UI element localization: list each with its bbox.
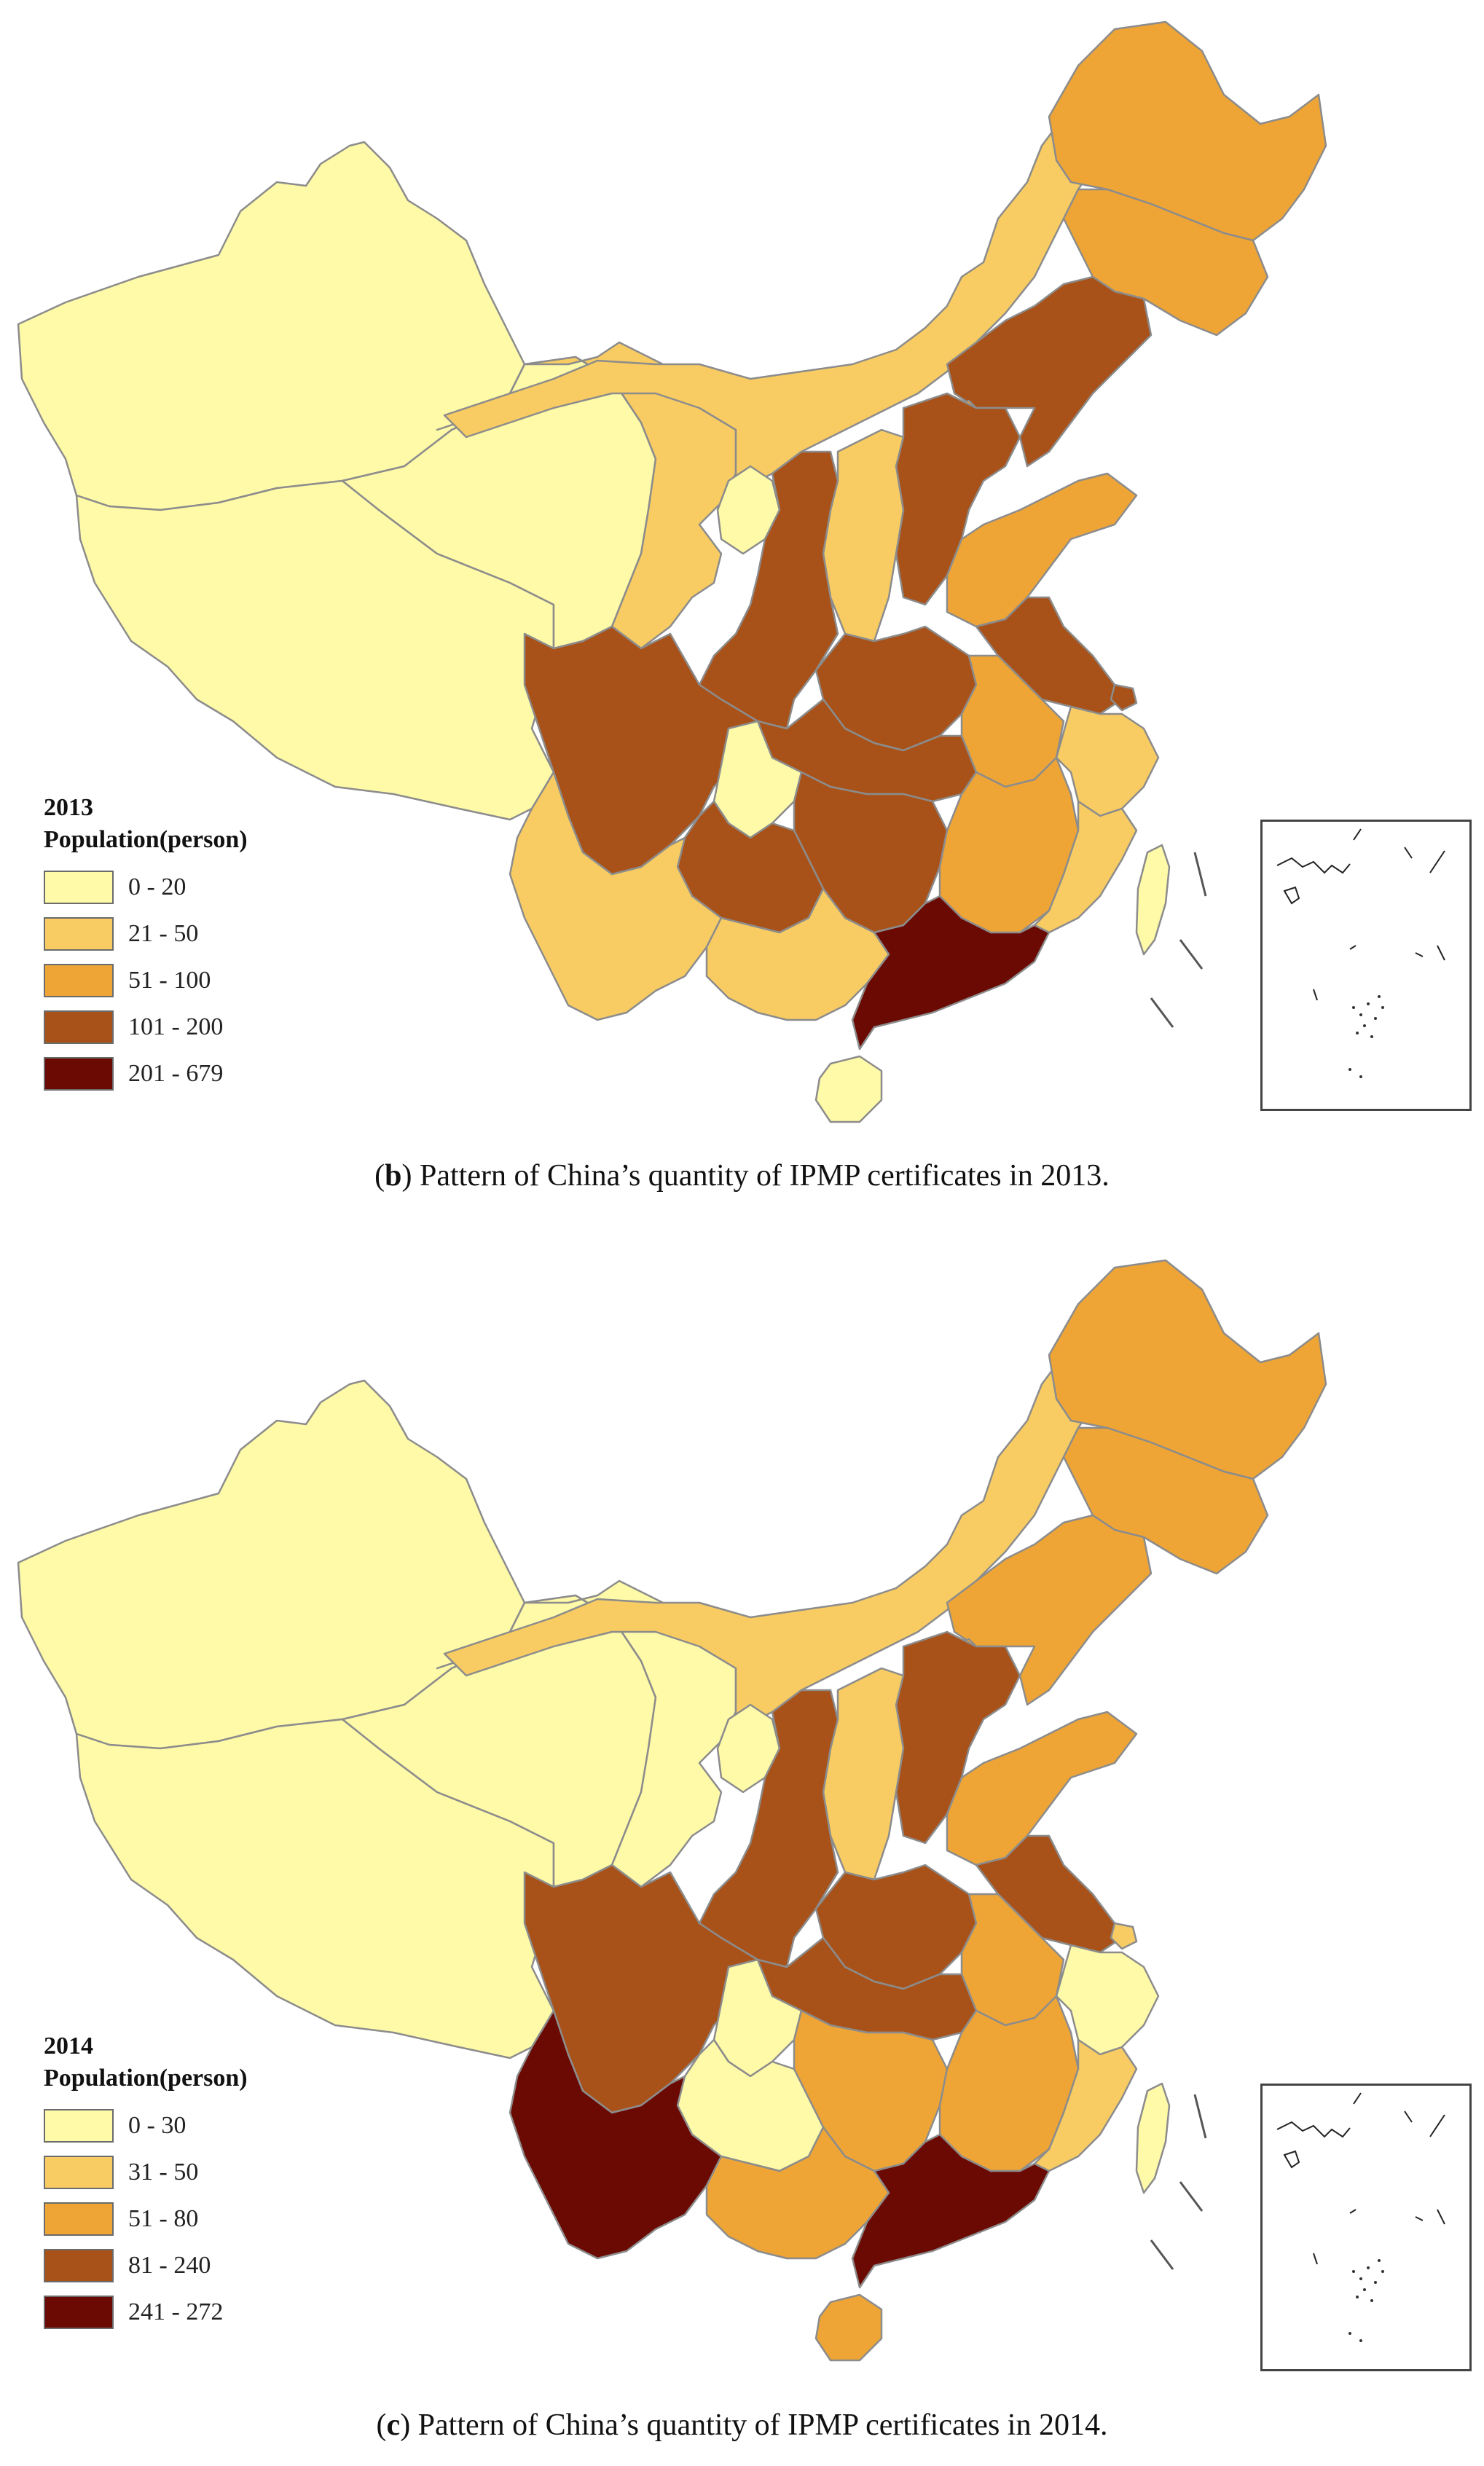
region-shanghai — [1110, 1922, 1138, 1950]
region-gansu — [436, 1579, 737, 1888]
legend-swatch — [44, 2296, 114, 2329]
legend-swatch — [44, 2156, 114, 2189]
legend-item: 101 - 200 — [44, 1004, 248, 1051]
region-fujian — [1033, 800, 1138, 934]
caption-2013: (b) Pattern of China’s quantity of IPMP … — [374, 1159, 1110, 1193]
legend-2013: 2013 Population(person) 0 - 20 21 - 50 51 … — [44, 794, 248, 1097]
south-china-sea-inset — [1260, 2084, 1472, 2371]
region-gansu — [436, 341, 737, 650]
region-hainan — [814, 2293, 883, 2362]
legend-swatch — [44, 1057, 114, 1091]
caption-2014: (c) Pattern of China’s quantity of IPMP … — [376, 2408, 1108, 2442]
legend-label: 201 - 679 — [128, 1060, 224, 1087]
region-shanghai — [1110, 683, 1138, 712]
legend-item: 31 - 50 — [44, 2149, 248, 2196]
region-jilin — [1062, 188, 1269, 337]
map-panel-2013: 2013 Population(person) 0 - 20 21 - 50 51 … — [17, 20, 1472, 1193]
legend-item: 241 - 272 — [44, 2289, 248, 2336]
legend-item: 51 - 80 — [44, 2196, 248, 2242]
legend-label: 21 - 50 — [128, 920, 199, 947]
legend-item: 81 - 240 — [44, 2242, 248, 2289]
island-dashes — [1150, 852, 1207, 1028]
legend-item: 21 - 50 — [44, 911, 248, 957]
island-dashes — [1150, 2094, 1207, 2270]
legend-2014: 2014 Population(person) 0 - 30 31 - 50 51 … — [44, 2033, 248, 2336]
region-liaoning — [946, 1514, 1153, 1706]
legend-label: 241 - 272 — [128, 2298, 224, 2325]
legend-label: 31 - 50 — [128, 2159, 199, 2186]
region-taiwan — [1135, 844, 1171, 956]
region-guangdong — [851, 2133, 1051, 2289]
caption-letter: b — [385, 1159, 402, 1193]
legend-item: 51 - 100 — [44, 957, 248, 1004]
inset-map — [1276, 2092, 1445, 2342]
map-panel-2014: 2014 Population(person) 0 - 30 31 - 50 51 … — [0, 1238, 1484, 2466]
region-zhejiang — [1055, 705, 1160, 817]
inset-map — [1276, 828, 1445, 1078]
region-jilin — [1062, 1426, 1269, 1575]
legend-title: Population(person) — [44, 826, 248, 853]
legend-swatch — [44, 2202, 114, 2236]
region-liaoning — [946, 275, 1153, 468]
region-hainan — [814, 1055, 883, 1123]
legend-label: 101 - 200 — [128, 1013, 224, 1040]
region-zhejiang — [1055, 1944, 1160, 2056]
legend-swatch — [44, 871, 114, 904]
region-shanxi — [822, 428, 905, 643]
caption-text: ) Pattern of China’s quantity of IPMP ce… — [400, 2408, 1108, 2442]
legend-swatch — [44, 917, 114, 951]
legend-title: Population(person) — [44, 2065, 248, 2092]
legend-label: 81 - 240 — [128, 2252, 211, 2279]
region-guangdong — [851, 895, 1051, 1051]
legend-swatch — [44, 2249, 114, 2282]
caption-text: ) Pattern of China’s quantity of IPMP ce… — [401, 1159, 1110, 1193]
legend-swatch — [44, 964, 114, 997]
region-shanxi — [822, 1667, 905, 1881]
region-taiwan — [1135, 2082, 1171, 2194]
china-map-2014 — [17, 1259, 1327, 2362]
legend-item: 0 - 20 — [44, 864, 248, 911]
caption-letter: c — [386, 2408, 401, 2442]
legend-label: 51 - 80 — [128, 2205, 199, 2232]
legend-swatch — [44, 2109, 114, 2143]
legend-swatch — [44, 1010, 114, 1044]
legend-label: 0 - 30 — [128, 2112, 187, 2139]
legend-year: 2014 — [44, 2033, 93, 2059]
legend-year: 2013 — [44, 794, 93, 821]
legend-label: 0 - 20 — [128, 873, 187, 900]
legend-label: 51 - 100 — [128, 967, 211, 994]
south-china-sea-inset — [1260, 820, 1472, 1111]
legend-item: 201 - 679 — [44, 1051, 248, 1097]
region-fujian — [1033, 2038, 1138, 2172]
china-map-2013 — [17, 20, 1327, 1123]
legend-item: 0 - 30 — [44, 2102, 248, 2149]
